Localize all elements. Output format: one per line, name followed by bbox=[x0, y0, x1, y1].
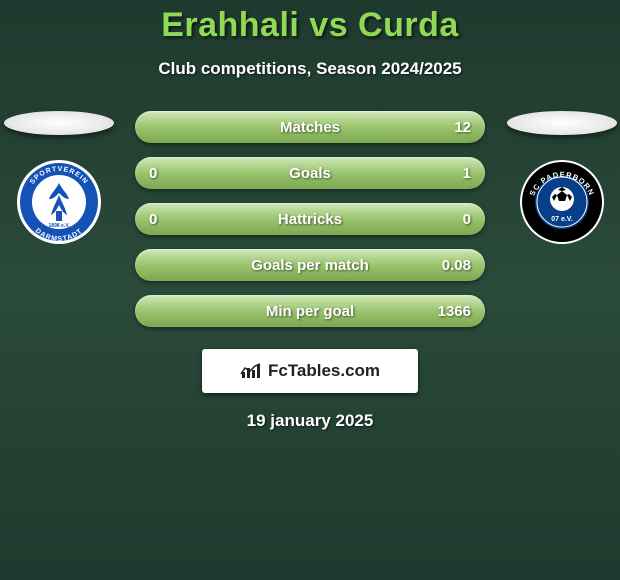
brand-text: FcTables.com bbox=[268, 361, 380, 381]
stat-row: Goals per match0.08 bbox=[135, 249, 485, 281]
left-badge-year: 1898 e.V. bbox=[48, 223, 70, 229]
stat-right-value: 0 bbox=[411, 211, 471, 228]
stat-right-value: 0.08 bbox=[411, 257, 471, 274]
page-title: Erahhali vs Curda bbox=[0, 6, 620, 45]
stat-row: 0Hattricks0 bbox=[135, 203, 485, 235]
stat-left-value: 0 bbox=[149, 211, 209, 228]
left-team-badge: SPORTVEREIN DARMSTADT 1898 e.V. bbox=[9, 159, 109, 245]
date-text: 19 january 2025 bbox=[0, 411, 620, 431]
stat-right-value: 1 bbox=[411, 165, 471, 182]
right-pill bbox=[507, 111, 617, 135]
left-side: SPORTVEREIN DARMSTADT 1898 e.V. bbox=[0, 111, 117, 245]
stat-label: Min per goal bbox=[209, 303, 411, 320]
subtitle: Club competitions, Season 2024/2025 bbox=[0, 59, 620, 79]
stat-right-value: 1366 bbox=[411, 303, 471, 320]
stat-label: Goals bbox=[209, 165, 411, 182]
right-side: SC PADERBORN 07 e.V. bbox=[503, 111, 620, 245]
stats-column: Matches120Goals10Hattricks0Goals per mat… bbox=[135, 111, 485, 327]
brand-box[interactable]: FcTables.com bbox=[202, 349, 418, 393]
left-pill bbox=[4, 111, 114, 135]
stat-row: Min per goal1366 bbox=[135, 295, 485, 327]
chart-icon bbox=[240, 362, 262, 380]
stat-row: Matches12 bbox=[135, 111, 485, 143]
stat-label: Hattricks bbox=[209, 211, 411, 228]
stat-row: 0Goals1 bbox=[135, 157, 485, 189]
stat-right-value: 12 bbox=[411, 119, 471, 136]
stat-left-value: 0 bbox=[149, 165, 209, 182]
right-team-badge: SC PADERBORN 07 e.V. bbox=[512, 159, 612, 245]
comparison-body: SPORTVEREIN DARMSTADT 1898 e.V. Matches1… bbox=[0, 111, 620, 327]
right-badge-sub: 07 e.V. bbox=[551, 216, 573, 223]
stat-label: Matches bbox=[209, 119, 411, 136]
stat-label: Goals per match bbox=[209, 257, 411, 274]
